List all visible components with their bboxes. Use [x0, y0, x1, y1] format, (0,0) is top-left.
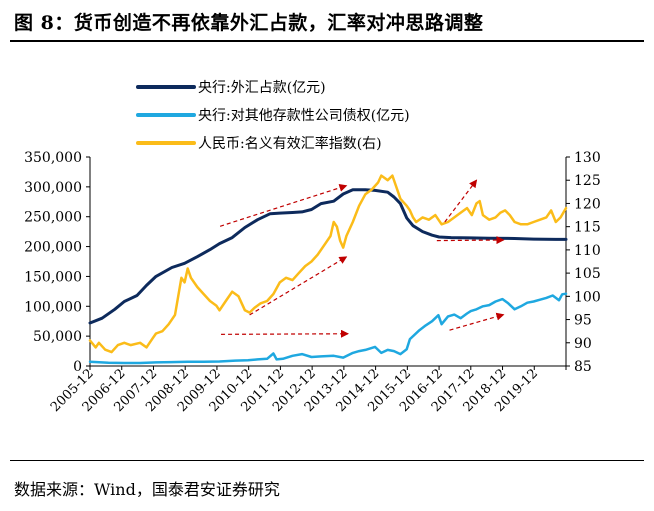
series-line-2: [88, 292, 568, 365]
series-line-3: [88, 174, 568, 354]
legend-label: 人民币:名义有效汇率指数(右): [198, 135, 382, 152]
y-right-tick-label: 85: [574, 359, 592, 375]
y-right-tick-label: 115: [574, 220, 601, 236]
title-divider: [10, 40, 644, 42]
trend-arrows: [219, 179, 505, 338]
series-line-1: [88, 188, 568, 325]
legend-label: 央行:对其他存款性公司债权(亿元): [198, 108, 410, 124]
y-left-tick-label: 350,000: [24, 150, 82, 166]
trend-arrow: [249, 256, 348, 316]
chart: 央行:外汇占款(亿元) 央行:对其他存款性公司债权(亿元) 人民币:名义有效汇率指数…: [24, 80, 601, 415]
y-right-tick-label: 90: [574, 336, 592, 352]
figure-title: 图 8：货币创造不再依靠外汇占款，汇率对冲思路调整: [14, 12, 484, 34]
trend-arrow: [219, 183, 348, 227]
y-right-tick-label: 120: [574, 196, 601, 212]
trend-arrow: [436, 236, 505, 245]
y-right-tick-label: 110: [574, 243, 601, 259]
y-right-tick-label: 95: [574, 313, 592, 329]
y-left-tick-label: 250,000: [24, 210, 82, 226]
axes: 0 50,000 100,000 150,000 200,000 250,000 300,0…: [24, 150, 601, 415]
y-right-tick-label: 125: [574, 173, 601, 189]
source-note: 数据来源：Wind，国泰君安证券研究: [14, 480, 280, 499]
legend: 央行:外汇占款(亿元) 央行:对其他存款性公司债权(亿元) 人民币:名义有效汇率指数…: [136, 80, 410, 152]
trend-arrow: [444, 179, 478, 223]
legend-label: 央行:外汇占款(亿元): [198, 80, 326, 96]
y-left-tick-label: 0: [73, 359, 82, 375]
y-left-tick-label: 300,000: [24, 180, 82, 196]
y-left-tick-label: 100,000: [24, 299, 82, 315]
source-divider: [10, 460, 644, 461]
y-right-tick-label: 100: [574, 289, 601, 305]
y-left-tick-label: 200,000: [24, 240, 82, 256]
y-right-tick-label: 105: [574, 266, 601, 282]
y-left-tick-label: 150,000: [24, 269, 82, 285]
y-left-tick-label: 50,000: [33, 329, 82, 345]
trend-arrow: [449, 312, 505, 331]
trend-arrow: [221, 329, 349, 338]
series-layer: [88, 174, 568, 365]
y-right-tick-label: 130: [574, 150, 601, 166]
